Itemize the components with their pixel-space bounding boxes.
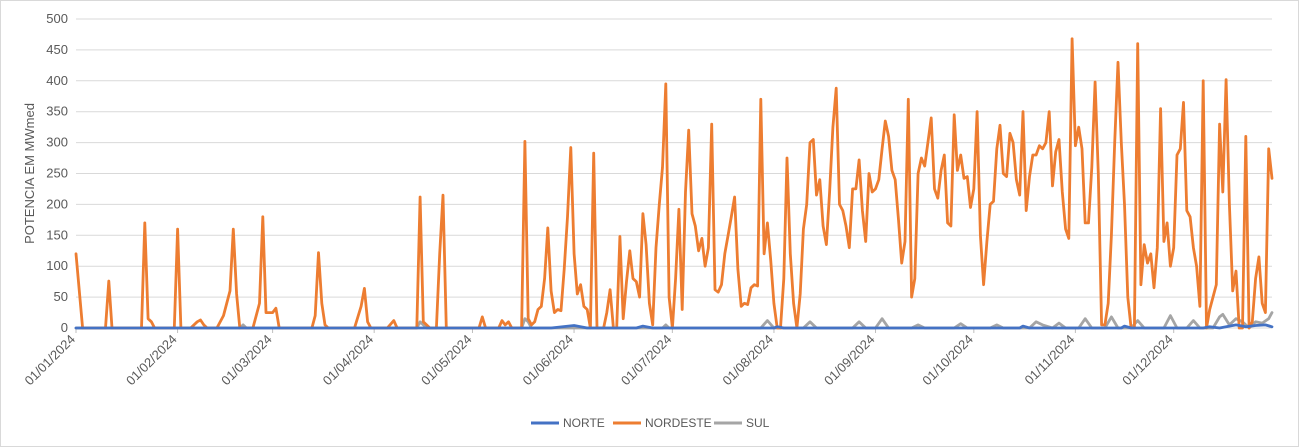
series-line-norte	[74, 323, 1274, 330]
y-tick-label: 250	[46, 166, 68, 181]
x-tick-label: 01/05/2024	[418, 332, 475, 389]
y-tick-label: 50	[54, 289, 68, 304]
x-tick-label: 01/02/2024	[123, 332, 180, 389]
x-tick-label: 01/07/2024	[618, 332, 675, 389]
x-tick-label: 01/10/2024	[919, 332, 976, 389]
y-tick-label: 350	[46, 104, 68, 119]
y-tick-label: 300	[46, 135, 68, 150]
x-tick-label: 01/08/2024	[719, 332, 776, 389]
y-tick-label: 400	[46, 73, 68, 88]
y-tick-label: 450	[46, 42, 68, 57]
series-line-nordeste	[74, 37, 1274, 330]
y-axis-label: POTENCIA EM MWmed	[22, 103, 37, 244]
x-tick-label: 01/01/2024	[21, 332, 78, 389]
y-tick-label: 100	[46, 258, 68, 273]
y-tick-label: 0	[61, 320, 68, 335]
x-tick-label: 01/03/2024	[218, 332, 275, 389]
y-tick-label: 150	[46, 227, 68, 242]
x-tick-label: 01/09/2024	[821, 332, 878, 389]
x-tick-label: 01/12/2024	[1119, 332, 1176, 389]
x-tick-label: 01/04/2024	[320, 332, 377, 389]
x-tick-label: 01/06/2024	[520, 332, 577, 389]
legend-label-nordeste: NORDESTE	[645, 416, 712, 430]
legend-label-sul: SUL	[746, 416, 770, 430]
y-tick-label: 500	[46, 11, 68, 26]
x-tick-label: 01/11/2024	[1022, 332, 1078, 388]
x-axis-ticks: 01/01/2024 01/02/2024 01/03/2024 01/04/2024…	[21, 328, 1176, 389]
series-lines	[74, 37, 1274, 330]
y-axis-ticks: 0 50 100 150 200 250 300 350 400 450 500	[46, 11, 68, 335]
legend: NORTE NORDESTE SUL	[531, 416, 770, 430]
legend-label-norte: NORTE	[563, 416, 605, 430]
y-tick-label: 200	[46, 196, 68, 211]
